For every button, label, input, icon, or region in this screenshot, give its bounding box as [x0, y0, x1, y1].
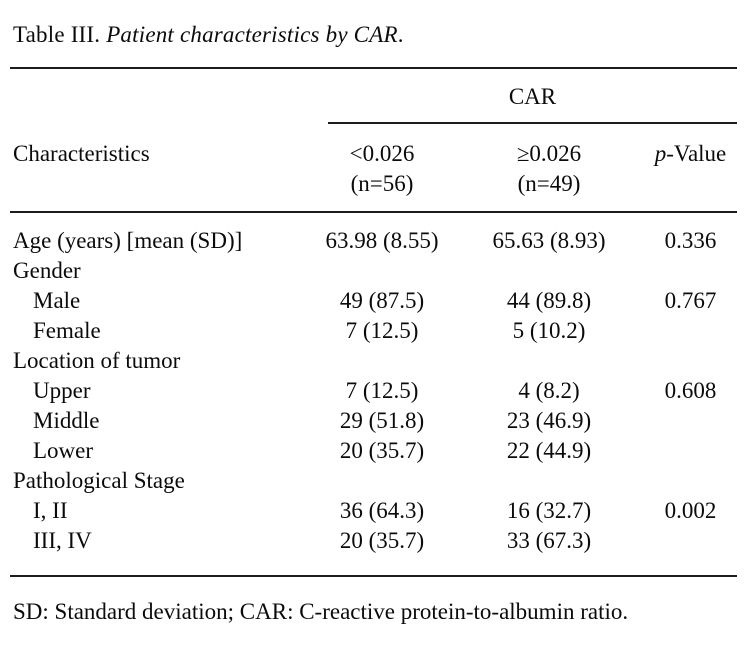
table-caption-prefix: Table III. [13, 22, 107, 47]
car-spanner: CAR [328, 69, 737, 124]
table-caption-period: . [397, 22, 404, 47]
spanner-header-row: CAR [10, 69, 737, 124]
cell-car-high: 23 (46.9) [506, 408, 592, 433]
cell-pvalue: 0.002 [664, 498, 717, 523]
cell-car-high [454, 256, 644, 286]
column-header-car-low: <0.026 (n=56) [310, 139, 454, 199]
pvalue-rest: -Value [666, 141, 727, 166]
cell-car-low [310, 466, 454, 496]
cell-car-low [310, 256, 454, 286]
row-label: Upper [33, 378, 91, 403]
table-footnote: SD: Standard deviation; CAR: C-reactive … [13, 599, 629, 624]
table-caption: Table III. Patient characteristics by CA… [13, 20, 750, 50]
cell-pvalue [644, 466, 737, 496]
column-header-pvalue: p-Value [644, 139, 737, 199]
cell-car-low: 63.98 (8.55) [325, 228, 439, 253]
row-label: Lower [33, 438, 94, 463]
column-header-row: Characteristics <0.026 (n=56) ≥0.026 (n=… [10, 124, 737, 211]
cell-car-low: 36 (64.3) [339, 498, 425, 523]
cell-car-low: 29 (51.8) [339, 408, 425, 433]
row-label: Pathological Stage [13, 468, 185, 493]
table-rule-top [10, 67, 737, 69]
cell-car-low: 20 (35.7) [339, 528, 425, 553]
cell-pvalue: 0.336 [664, 228, 717, 253]
cell-pvalue: 0.767 [664, 288, 717, 313]
cell-car-high [454, 466, 644, 496]
cell-car-low: 49 (87.5) [339, 288, 425, 313]
row-label: Male [33, 288, 81, 313]
cell-car-high [454, 346, 644, 376]
cell-pvalue: 0.608 [664, 378, 717, 403]
column-header-characteristics: Characteristics [13, 141, 150, 166]
cell-car-high: 22 (44.9) [506, 438, 592, 463]
table-caption-italic: Patient characteristics by CAR [106, 22, 398, 47]
table-rule-header-bottom [10, 211, 737, 213]
car-spanner-label: CAR [508, 84, 557, 109]
car-low-n: (n=56) [350, 171, 414, 196]
table-rule-bottom [10, 575, 737, 577]
car-high-n: (n=49) [517, 171, 581, 196]
car-low-threshold: <0.026 [349, 141, 415, 166]
row-label: Location of tumor [13, 348, 181, 373]
cell-car-high: 4 (8.2) [518, 378, 580, 403]
cell-car-low: 7 (12.5) [345, 318, 419, 343]
cell-car-high: 65.63 (8.93) [492, 228, 606, 253]
row-label: Female [33, 318, 101, 343]
row-label: Age (years) [mean (SD)] [13, 228, 243, 253]
cell-car-high: 33 (67.3) [506, 528, 592, 553]
cell-car-low: 20 (35.7) [339, 438, 425, 463]
pvalue-p-italic: p [654, 141, 667, 166]
table-body: Age (years) [mean (SD)] 63.98 (8.55) 65.… [10, 213, 737, 575]
row-label: I, II [33, 498, 68, 523]
car-high-threshold: ≥0.026 [516, 141, 582, 166]
cell-pvalue [644, 346, 737, 376]
cell-car-high: 5 (10.2) [512, 318, 586, 343]
row-label: Gender [13, 258, 81, 283]
cell-car-high: 44 (89.8) [506, 288, 592, 313]
cell-pvalue [644, 436, 737, 466]
cell-pvalue [644, 256, 737, 286]
cell-pvalue [644, 526, 737, 556]
cell-car-high: 16 (32.7) [506, 498, 592, 523]
row-label: Middle [33, 408, 100, 433]
cell-car-low: 7 (12.5) [345, 378, 419, 403]
cell-pvalue [644, 316, 737, 346]
characteristics-table: CAR Characteristics <0.026 (n=56) ≥0.026… [10, 67, 737, 577]
cell-pvalue [644, 406, 737, 436]
row-label: III, IV [33, 528, 92, 553]
cell-car-low [310, 346, 454, 376]
column-header-car-high: ≥0.026 (n=49) [454, 139, 644, 199]
